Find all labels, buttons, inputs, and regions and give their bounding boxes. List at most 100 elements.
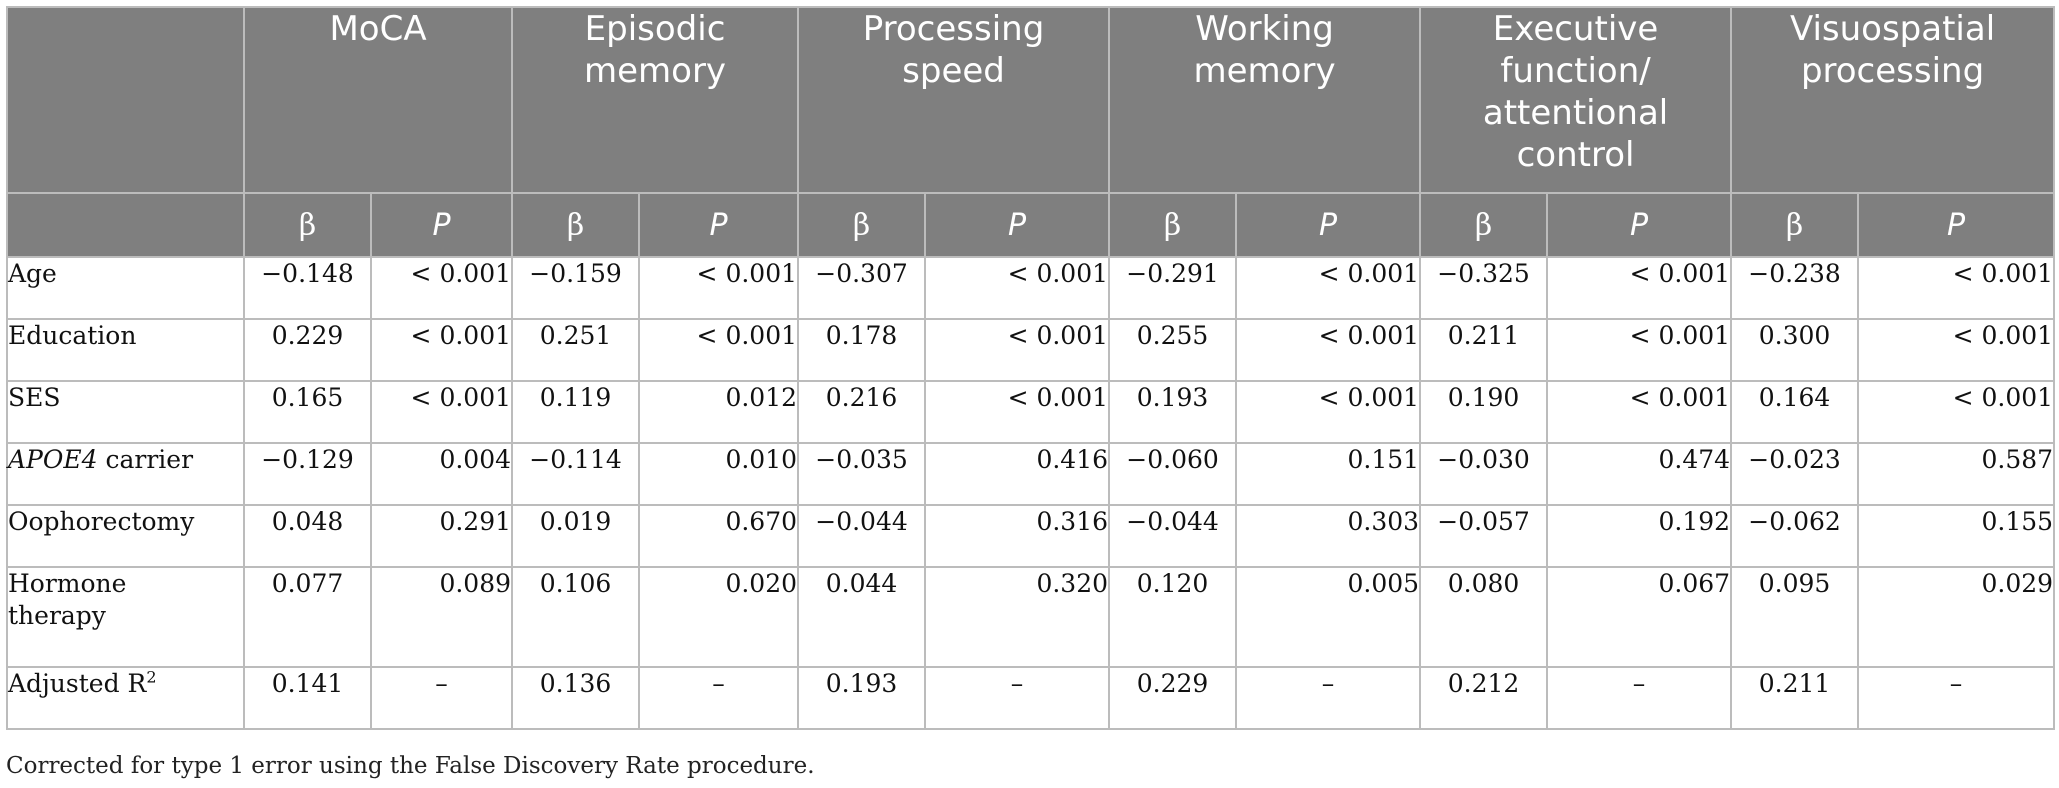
subheader-beta: β: [511, 192, 641, 258]
beta-cell: −0.062: [1730, 504, 1860, 568]
table-row: Age −0.148 < 0.001 −0.159 < 0.001 −0.307…: [6, 256, 2056, 320]
group-header-executive-function: Executive function/ attentional control: [1419, 6, 1733, 194]
beta-cell: −0.057: [1419, 504, 1549, 568]
beta-cell: 0.216: [797, 380, 927, 444]
subheader-beta: β: [1108, 192, 1238, 258]
subheader-p: P: [1235, 192, 1422, 258]
results-table: MoCA Episodic memory Processing speed Wo…: [6, 6, 2056, 730]
beta-cell: 0.095: [1730, 566, 1860, 668]
row-label: Oophorectomy: [6, 504, 245, 568]
beta-cell: 0.080: [1419, 566, 1549, 668]
p-cell: < 0.001: [369, 380, 514, 444]
subheader-p: P: [369, 192, 514, 258]
subheader-p: P: [638, 192, 800, 258]
p-cell: < 0.001: [1235, 380, 1422, 444]
p-cell: 0.587: [1857, 442, 2056, 506]
p-cell: < 0.001: [369, 256, 514, 320]
p-cell: < 0.001: [1546, 380, 1733, 444]
p-cell: –: [638, 666, 800, 730]
beta-cell: 0.300: [1730, 318, 1860, 382]
p-cell: 0.316: [924, 504, 1111, 568]
p-cell: 0.004: [369, 442, 514, 506]
table-row: Adjusted R2 0.141 – 0.136 – 0.193 – 0.22…: [6, 666, 2056, 730]
row-label-text: Adjusted R: [8, 669, 147, 698]
beta-cell: 0.193: [1108, 380, 1238, 444]
p-cell: < 0.001: [924, 318, 1111, 382]
beta-cell: 0.141: [243, 666, 372, 730]
p-cell: 0.670: [638, 504, 800, 568]
corner-cell: [6, 6, 245, 194]
row-label: Hormone therapy: [6, 566, 245, 668]
beta-cell: 0.178: [797, 318, 927, 382]
beta-cell: 0.165: [243, 380, 372, 444]
p-cell: 0.291: [369, 504, 514, 568]
p-cell: –: [369, 666, 514, 730]
subheader-beta: β: [1730, 192, 1860, 258]
subheader-p: P: [1546, 192, 1733, 258]
beta-cell: −0.044: [797, 504, 927, 568]
subheader-beta: β: [1419, 192, 1549, 258]
p-cell: 0.320: [924, 566, 1111, 668]
p-cell: < 0.001: [1235, 256, 1422, 320]
beta-cell: 0.251: [511, 318, 641, 382]
beta-cell: −0.114: [511, 442, 641, 506]
p-cell: –: [924, 666, 1111, 730]
p-cell: 0.020: [638, 566, 800, 668]
subheader-beta: β: [797, 192, 927, 258]
p-cell: –: [1546, 666, 1733, 730]
beta-cell: 0.190: [1419, 380, 1549, 444]
beta-cell: 0.119: [511, 380, 641, 444]
p-cell: < 0.001: [924, 256, 1111, 320]
subheader-p: P: [1857, 192, 2056, 258]
row-label: SES: [6, 380, 245, 444]
beta-cell: 0.136: [511, 666, 641, 730]
table-row: Hormone therapy 0.077 0.089 0.106 0.020 …: [6, 566, 2056, 668]
beta-cell: −0.060: [1108, 442, 1238, 506]
p-cell: < 0.001: [1857, 256, 2056, 320]
subheader-corner: [6, 192, 245, 258]
group-header-working-memory: Working memory: [1108, 6, 1422, 194]
row-label-italic: APOE4: [8, 445, 98, 474]
beta-cell: −0.044: [1108, 504, 1238, 568]
beta-cell: 0.229: [243, 318, 372, 382]
group-header-episodic-memory: Episodic memory: [511, 6, 800, 194]
p-cell: < 0.001: [1857, 380, 2056, 444]
p-cell: < 0.001: [369, 318, 514, 382]
beta-cell: −0.307: [797, 256, 927, 320]
group-header-visuospatial-processing: Visuospatial processing: [1730, 6, 2056, 194]
p-cell: 0.010: [638, 442, 800, 506]
group-header-moca: MoCA: [242, 6, 514, 194]
row-label: Adjusted R2: [6, 666, 245, 730]
beta-cell: −0.030: [1419, 442, 1549, 506]
beta-cell: −0.035: [797, 442, 927, 506]
p-cell: 0.089: [369, 566, 514, 668]
p-cell: 0.303: [1235, 504, 1422, 568]
p-cell: 0.416: [924, 442, 1111, 506]
beta-cell: −0.325: [1419, 256, 1549, 320]
beta-cell: 0.229: [1108, 666, 1238, 730]
beta-cell: −0.291: [1108, 256, 1238, 320]
p-cell: –: [1857, 666, 2056, 730]
subheader-beta: β: [243, 192, 372, 258]
p-cell: < 0.001: [638, 318, 800, 382]
group-header-row: MoCA Episodic memory Processing speed Wo…: [6, 6, 2056, 194]
row-label: APOE4 carrier: [6, 442, 245, 506]
p-cell: < 0.001: [924, 380, 1111, 444]
beta-cell: −0.238: [1730, 256, 1860, 320]
p-cell: < 0.001: [1235, 318, 1422, 382]
beta-cell: 0.048: [243, 504, 372, 568]
p-cell: 0.192: [1546, 504, 1733, 568]
beta-cell: −0.023: [1730, 442, 1860, 506]
beta-cell: 0.193: [797, 666, 927, 730]
beta-cell: 0.077: [243, 566, 372, 668]
p-cell: < 0.001: [1857, 318, 2056, 382]
subheader-p: P: [924, 192, 1111, 258]
beta-cell: 0.211: [1730, 666, 1860, 730]
superscript: 2: [146, 667, 157, 687]
beta-cell: 0.164: [1730, 380, 1860, 444]
row-label-rest: carrier: [97, 445, 194, 474]
p-cell: < 0.001: [1546, 256, 1733, 320]
table-row: SES 0.165 < 0.001 0.119 0.012 0.216 < 0.…: [6, 380, 2056, 444]
beta-cell: −0.129: [243, 442, 372, 506]
p-cell: 0.005: [1235, 566, 1422, 668]
